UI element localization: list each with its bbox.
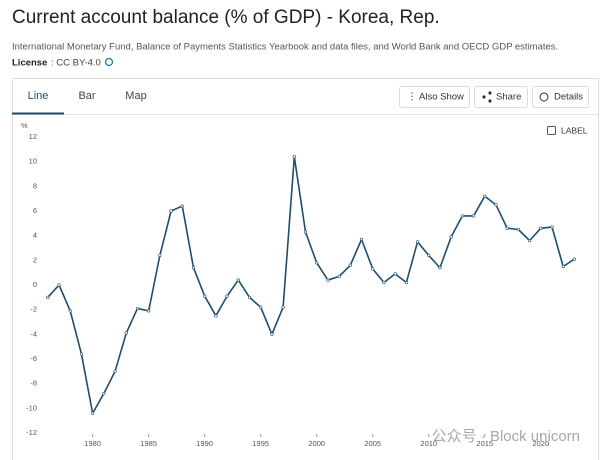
data-point [303,230,308,234]
data-point [292,155,296,159]
page-title: Current account balance (% of GDP) - Kor… [12,7,440,28]
y-tick-label: 12 [29,132,37,141]
icon [488,91,492,95]
data-point [102,391,106,396]
source-note: International Monetary Fund, Balance of … [12,42,558,53]
data-point [427,253,431,257]
data-point [158,253,162,257]
x-tick-label: 2005 [364,439,381,448]
data-point [516,227,520,232]
data-point [561,264,565,269]
label-toggle[interactable]: LABEL [561,125,588,135]
data-point [281,305,285,309]
data-point [180,204,184,208]
data-point [415,240,420,244]
watermark: 公众号 · Block unicorn [432,428,580,445]
label-checkbox[interactable] [547,126,556,135]
data-point [505,226,509,230]
license-icon[interactable] [104,57,114,67]
x-tick-label: 2000 [308,439,325,448]
y-tick-label: 0 [33,280,37,289]
data-point [259,305,263,309]
data-point [382,280,386,285]
data-point [438,266,442,270]
data-point [348,263,352,267]
button-label[interactable]: Also Show [419,92,464,103]
details-button[interactable] [532,86,589,108]
icon [482,95,486,99]
x-tick-label: 1995 [252,439,269,448]
data-point [68,309,72,313]
chart-frame [12,78,599,460]
data-point [326,278,330,282]
data-point [191,266,196,270]
y-tick-label: 4 [33,231,37,240]
icon [539,92,549,102]
x-tick-label: 1980 [84,439,101,448]
y-tick-label: 10 [29,157,37,166]
data-point [494,203,498,207]
data-point [527,239,532,243]
y-tick-label: -6 [30,354,37,363]
y-tick-label: 2 [33,255,37,264]
data-point [135,306,140,311]
x-tick-label: 2010 [420,439,437,448]
y-tick-label: -10 [26,403,37,412]
icon: ⋮ [407,92,417,103]
data-point [359,237,364,241]
y-tick-label: 8 [33,181,37,190]
button-label[interactable]: Share [496,92,521,103]
x-tick-label: 1990 [196,439,213,448]
data-point [79,352,84,356]
icon [488,99,492,103]
data-point [124,331,128,335]
tab[interactable]: Map [125,90,146,102]
tab[interactable]: Line [28,90,49,102]
y-tick-label: -8 [30,379,37,388]
data-line [47,155,575,415]
data-point [214,314,218,318]
data-point [91,411,95,415]
license-label: License [12,58,47,69]
y-tick-label: -4 [30,329,37,338]
x-tick-label: 2020 [532,439,549,448]
data-point [247,295,252,299]
data-point [270,332,274,336]
x-tick-label: 2015 [476,439,493,448]
data-point [46,295,50,299]
y-tick-label: -2 [30,305,37,314]
data-point [449,235,453,239]
data-point [572,257,576,261]
data-point [169,209,173,213]
x-tick-label: 1985 [140,439,157,448]
share-button[interactable] [474,86,528,108]
tab[interactable]: Bar [78,90,95,102]
also-show-button[interactable] [399,86,470,108]
y-axis-label: % [21,121,28,130]
license-value: : CC BY-4.0 [51,58,101,69]
button-label[interactable]: Details [554,92,583,103]
data-point [236,278,240,282]
data-point [147,309,151,313]
data-point [393,272,397,276]
data-point [550,225,554,229]
data-point [113,369,117,373]
data-point [225,294,229,298]
data-point [371,267,375,271]
y-tick-label: -12 [26,428,37,437]
data-point [460,214,464,218]
data-point [57,283,61,287]
data-point [471,214,476,218]
data-point [203,294,207,298]
data-point [337,274,341,278]
y-tick-label: 6 [33,206,37,215]
data-point [404,280,408,285]
data-point [315,261,319,265]
data-point [539,226,543,230]
data-point [483,194,487,198]
